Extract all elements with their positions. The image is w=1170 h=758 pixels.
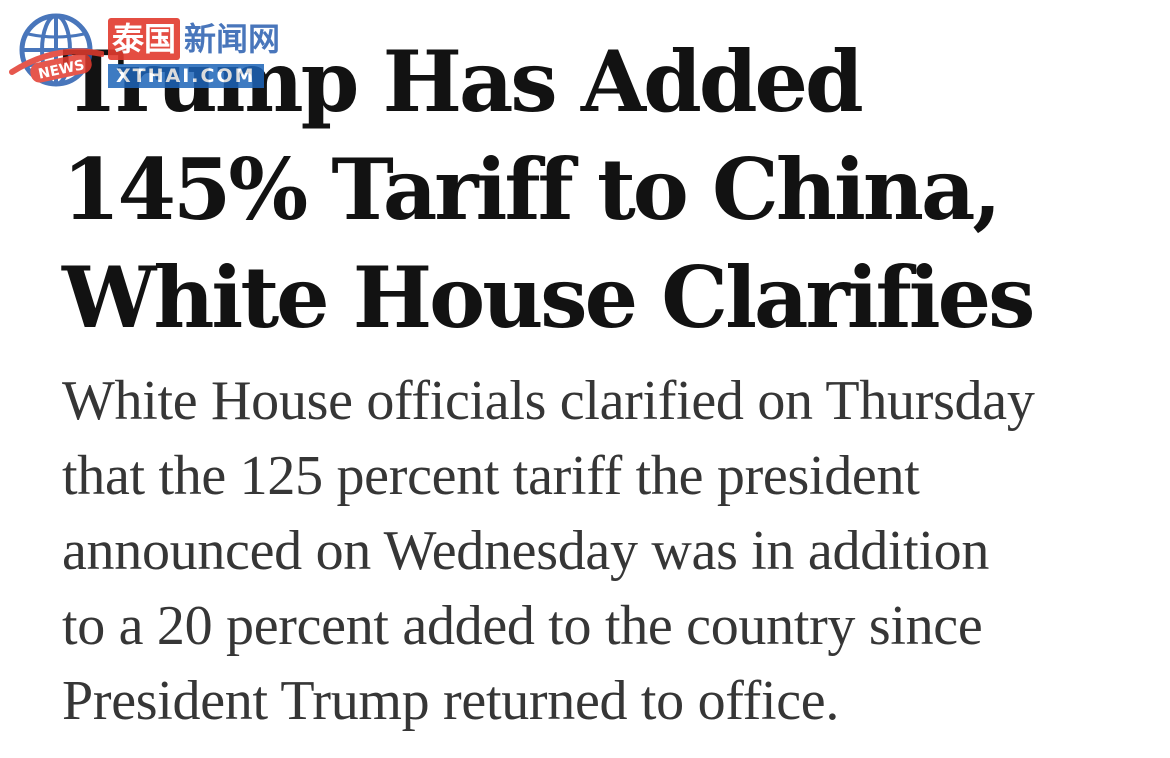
summary-line: to a 20 percent added to the country sin… xyxy=(62,595,983,657)
watermark-cn-red: 泰国 xyxy=(108,18,181,60)
globe-icon: NEWS xyxy=(9,13,104,87)
article: Trump Has Added 145% Tariff to China, Wh… xyxy=(62,28,1142,739)
headline-line: White House Clarifies xyxy=(62,248,1035,347)
summary-line: that the 125 percent tariff the presiden… xyxy=(62,445,920,507)
watermark-cn-blue: 新闻网 xyxy=(184,20,281,58)
watermark-url: XTHAI.COM xyxy=(108,64,264,88)
summary: White House officials clarified on Thurs… xyxy=(62,364,1142,739)
headline: Trump Has Added 145% Tariff to China, Wh… xyxy=(62,28,1142,352)
watermark-logo: NEWS 泰国 新闻网 XTHAI.COM xyxy=(8,10,298,90)
summary-line: White House officials clarified on Thurs… xyxy=(62,370,1035,432)
summary-line: announced on Wednesday was in addition xyxy=(62,520,990,582)
watermark-chinese-name: 泰国 新闻网 xyxy=(108,18,280,60)
headline-line: 145% Tariff to China, xyxy=(62,140,1002,239)
summary-line: President Trump returned to office. xyxy=(62,670,840,732)
